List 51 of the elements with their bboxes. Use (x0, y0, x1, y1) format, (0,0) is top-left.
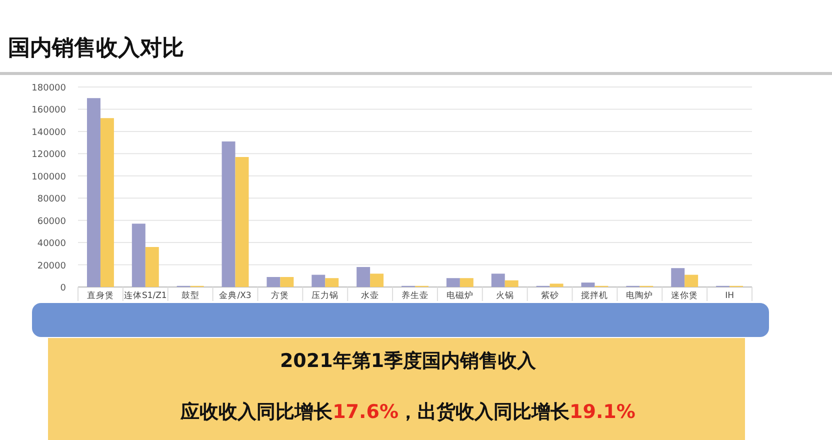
x-tick-label: 火锅 (496, 290, 514, 301)
bar (280, 277, 294, 287)
bar (145, 247, 159, 287)
x-tick-label: 金典/X3 (219, 290, 252, 301)
bar (325, 278, 339, 287)
x-tick-label: 连体S1/Z1 (124, 290, 167, 301)
x-tick-label: 水壶 (361, 290, 380, 301)
text: ，出货收入同比增长 (398, 401, 570, 423)
x-tick-label: 鼓型 (181, 290, 200, 301)
chart-title: 国内销售收入对比 (8, 36, 184, 61)
y-tick-label: 160000 (32, 106, 66, 116)
y-tick-label: 20000 (37, 261, 66, 272)
x-tick-label: 养生壶 (402, 290, 428, 301)
y-tick-label: 60000 (37, 216, 66, 227)
bar (370, 274, 384, 287)
bar (132, 224, 146, 287)
bar (491, 274, 505, 287)
bar (86, 98, 100, 287)
bar (671, 268, 685, 287)
bar (504, 280, 518, 287)
y-tick-label: 180000 (32, 84, 66, 94)
bar (581, 282, 595, 287)
bar (222, 141, 236, 287)
x-tick-label: 方煲 (271, 290, 290, 301)
bar (550, 284, 564, 287)
bar (446, 278, 460, 287)
y-tick-label: 40000 (37, 239, 66, 250)
bar (684, 274, 698, 287)
x-tick-label: 紫砂 (540, 290, 559, 301)
y-tick-label: 120000 (32, 150, 66, 160)
x-tick-label: IH (725, 291, 734, 301)
text: 17.6% (332, 401, 398, 423)
y-tick-label: 140000 (32, 128, 66, 138)
x-tick-label: 电磁炉 (446, 290, 474, 301)
x-tick-label: 迷你煲 (671, 290, 698, 301)
x-tick-label: 电陶炉 (626, 290, 654, 301)
x-tick-label: 压力锅 (312, 290, 339, 301)
bar (312, 274, 326, 287)
x-tick-label: 搅拌机 (581, 290, 608, 301)
bar (100, 118, 114, 287)
y-tick-label: 80000 (37, 194, 66, 205)
bar (266, 277, 280, 287)
y-tick-label: 0 (60, 284, 66, 294)
text: 2021年第1季度国内销售收入 (280, 350, 538, 372)
bar (460, 278, 474, 287)
text: 应收收入同比增长 (180, 401, 334, 423)
bar (356, 267, 370, 287)
text: 19.1% (570, 401, 636, 423)
bar (235, 157, 249, 287)
x-tick-label: 直身煲 (86, 290, 114, 301)
y-tick-label: 100000 (32, 172, 66, 182)
